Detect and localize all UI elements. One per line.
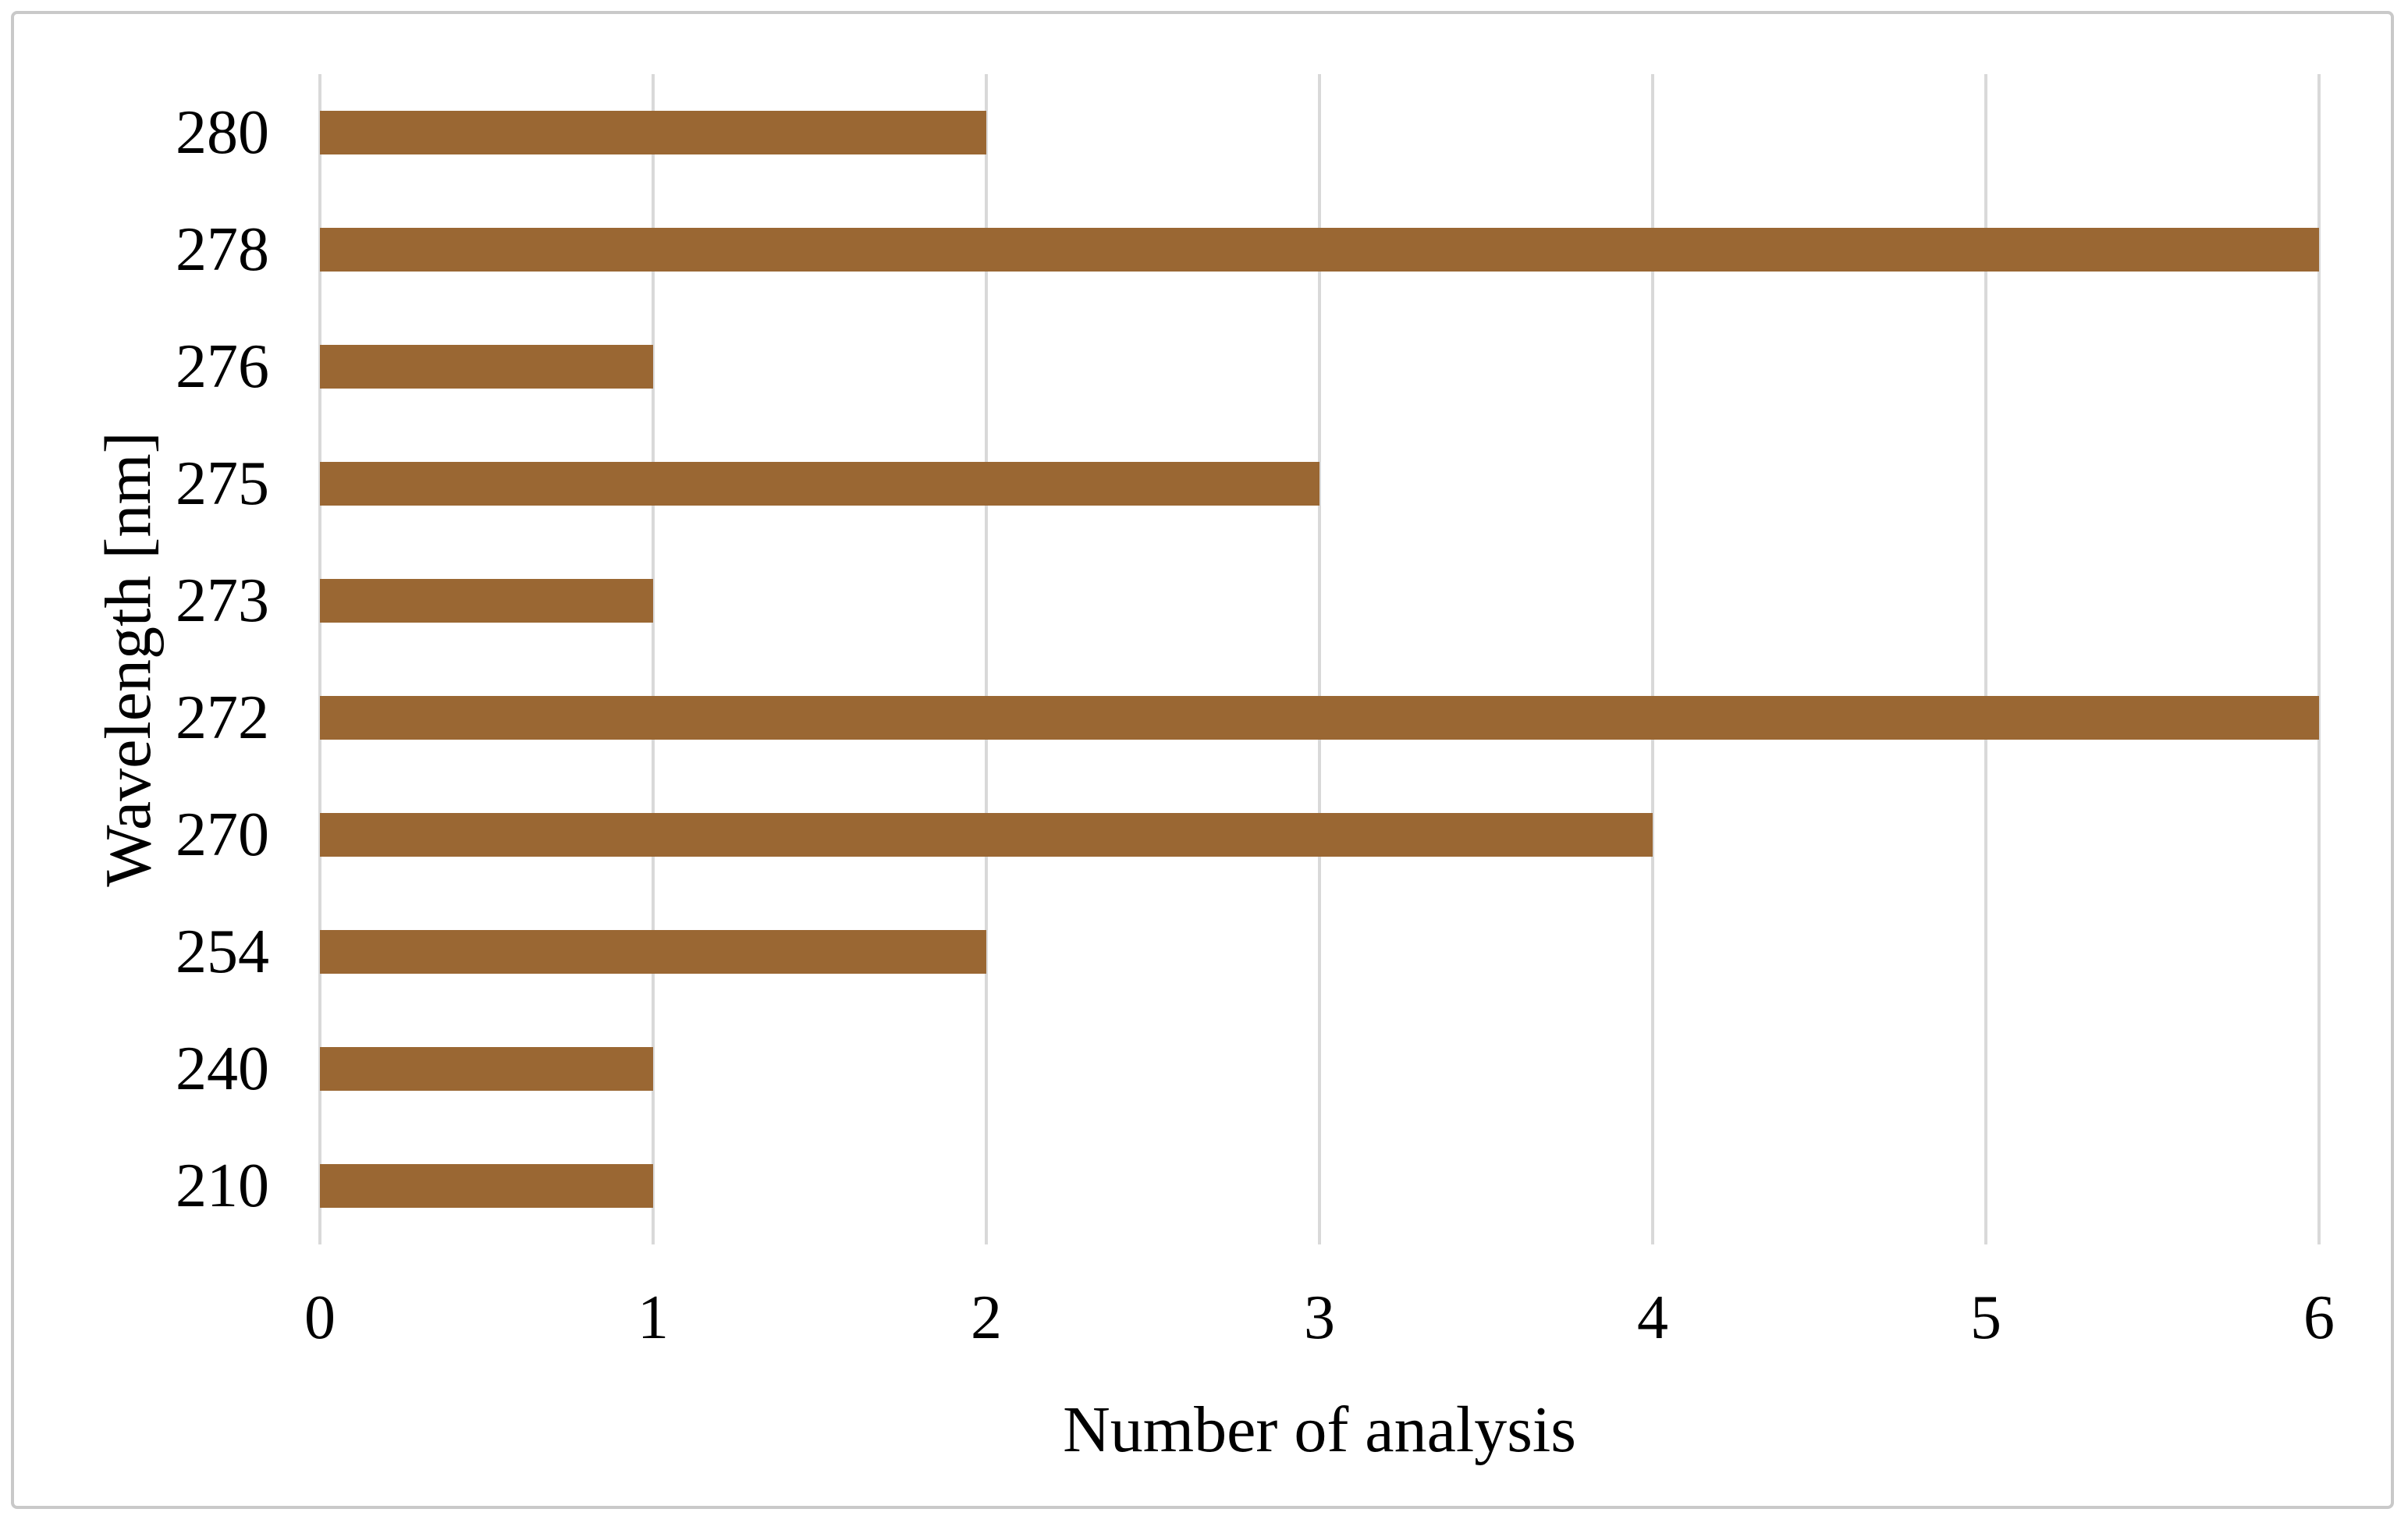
x-tick-label: 2 xyxy=(971,1283,1002,1352)
y-tick-label: 273 xyxy=(176,566,269,635)
plot-area xyxy=(318,74,2321,1244)
bar-275 xyxy=(320,462,1319,506)
gridline xyxy=(985,74,988,1244)
y-tick-label: 254 xyxy=(176,918,269,986)
gridline xyxy=(1651,74,1654,1244)
x-tick-label: 1 xyxy=(638,1283,669,1352)
gridline xyxy=(1318,74,1321,1244)
bar-280 xyxy=(320,111,986,154)
y-tick-label: 270 xyxy=(176,801,269,869)
category-axis-line xyxy=(318,74,321,1244)
y-axis-title: Wavelength [nm] xyxy=(92,431,165,887)
x-tick-label: 3 xyxy=(1304,1283,1335,1352)
x-tick-label: 5 xyxy=(1970,1283,2001,1352)
y-tick-label: 276 xyxy=(176,332,269,401)
x-tick-label: 0 xyxy=(304,1283,336,1352)
bar-276 xyxy=(320,345,653,389)
gridline xyxy=(1984,74,1987,1244)
bar-270 xyxy=(320,813,1653,857)
y-tick-label: 280 xyxy=(176,98,269,167)
y-tick-label: 210 xyxy=(176,1152,269,1220)
y-tick-label: 278 xyxy=(176,215,269,284)
y-tick-label: 275 xyxy=(176,449,269,518)
y-tick-label: 240 xyxy=(176,1035,269,1103)
x-tick-label: 4 xyxy=(1637,1283,1668,1352)
bar-210 xyxy=(320,1164,653,1208)
gridline xyxy=(2317,74,2321,1244)
gridline xyxy=(652,74,655,1244)
bar-273 xyxy=(320,579,653,623)
bar-240 xyxy=(320,1047,653,1091)
bar-272 xyxy=(320,696,2319,740)
bar-278 xyxy=(320,228,2319,272)
x-axis-title: Number of analysis xyxy=(1063,1393,1576,1466)
y-tick-label: 272 xyxy=(176,683,269,752)
x-tick-label: 6 xyxy=(2303,1283,2335,1352)
bar-254 xyxy=(320,930,986,974)
